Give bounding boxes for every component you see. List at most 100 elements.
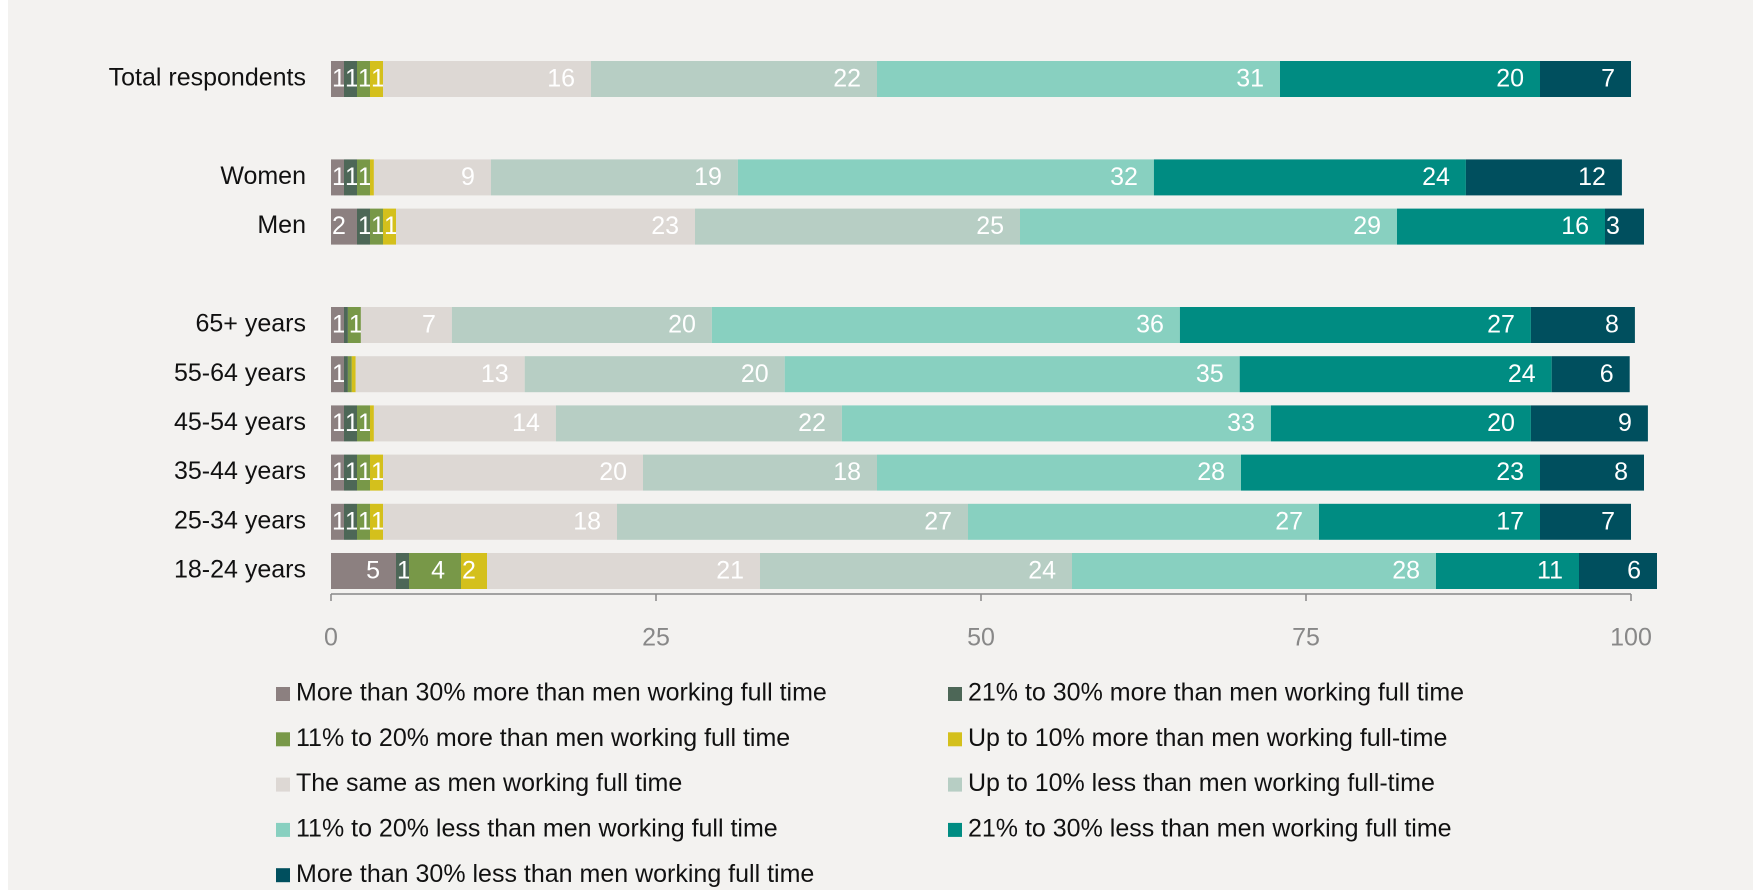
bar-segment bbox=[695, 208, 1020, 245]
data-label: 20 bbox=[668, 311, 696, 339]
legend-swatch bbox=[948, 687, 962, 701]
bar-segment bbox=[555, 405, 842, 442]
y-tick-label: 35-44 years bbox=[174, 457, 306, 485]
legend-swatch bbox=[948, 822, 962, 837]
bar-segment bbox=[1540, 503, 1631, 540]
bar-segment bbox=[344, 405, 357, 442]
bar-segment bbox=[1397, 208, 1605, 245]
data-label: 19 bbox=[694, 163, 722, 191]
data-label: 8 bbox=[1605, 311, 1619, 339]
data-label: 23 bbox=[1496, 458, 1524, 486]
data-label: 27 bbox=[1487, 311, 1515, 339]
data-label: 9 bbox=[461, 163, 475, 191]
data-label: 18 bbox=[833, 458, 861, 486]
data-label: 33 bbox=[1227, 409, 1255, 437]
data-label: 24 bbox=[1422, 163, 1450, 191]
bar-segment bbox=[461, 553, 487, 589]
legend-label: 11% to 20% less than men working full ti… bbox=[296, 815, 778, 843]
y-tick-label: Total respondents bbox=[109, 64, 306, 92]
bar-segment bbox=[396, 208, 695, 245]
legend-swatch bbox=[276, 868, 290, 883]
data-label: 22 bbox=[833, 65, 861, 93]
data-label: 14 bbox=[512, 409, 540, 437]
bar-segment bbox=[737, 159, 1154, 196]
bar-segment bbox=[711, 307, 1180, 343]
y-tick-label: 25-34 years bbox=[174, 506, 306, 534]
bar-segment bbox=[373, 405, 556, 442]
bar-segment bbox=[370, 61, 383, 97]
data-label: 20 bbox=[1496, 65, 1524, 93]
data-label: 35 bbox=[1196, 360, 1224, 388]
bar-segment bbox=[331, 553, 396, 589]
bar-segment bbox=[1530, 307, 1635, 343]
bar-segment bbox=[487, 553, 760, 589]
data-label: 9 bbox=[1618, 409, 1632, 437]
bar-segment bbox=[1072, 553, 1436, 589]
bar-segment bbox=[968, 503, 1319, 540]
bar-segment bbox=[347, 307, 361, 343]
bar-segment bbox=[490, 159, 738, 196]
data-label: 24 bbox=[1028, 557, 1056, 585]
data-label: 8 bbox=[1614, 458, 1628, 486]
legend-label: More than 30% less than men working full… bbox=[296, 860, 814, 888]
bar-segment bbox=[409, 553, 461, 589]
data-label: 13 bbox=[481, 360, 509, 388]
bar-segment bbox=[344, 356, 348, 393]
bar-segment bbox=[1579, 553, 1657, 589]
bar-segment bbox=[451, 307, 712, 343]
y-tick-label: Women bbox=[220, 162, 306, 190]
background bbox=[8, 0, 1753, 890]
bar-segment bbox=[617, 503, 968, 540]
bar-segment bbox=[357, 503, 370, 540]
x-tick-label: 25 bbox=[642, 624, 670, 652]
data-label: 4 bbox=[431, 557, 445, 585]
legend-label: 21% to 30% more than men working full ti… bbox=[968, 679, 1464, 707]
bar-segment bbox=[357, 61, 370, 97]
bar-segment bbox=[331, 503, 344, 540]
bar-segment bbox=[357, 208, 370, 245]
data-label: 20 bbox=[741, 360, 769, 388]
bar-segment bbox=[1270, 405, 1531, 442]
bar-segment bbox=[331, 307, 344, 343]
data-label: 24 bbox=[1508, 360, 1536, 388]
bar-segment bbox=[351, 356, 356, 393]
bar-segment bbox=[331, 61, 344, 97]
data-label: 27 bbox=[924, 507, 952, 535]
bar-segment bbox=[524, 356, 785, 393]
bar-segment bbox=[877, 454, 1241, 491]
data-label: 21 bbox=[716, 557, 744, 585]
legend-swatch bbox=[276, 777, 290, 792]
bar-segment bbox=[784, 356, 1240, 393]
bar-segment bbox=[344, 503, 357, 540]
data-label: 6 bbox=[1600, 360, 1614, 388]
bar-segment bbox=[331, 159, 344, 196]
bar-segment bbox=[396, 553, 409, 589]
x-tick-label: 50 bbox=[967, 624, 995, 652]
data-label: 27 bbox=[1275, 507, 1303, 535]
bar-segment bbox=[1239, 356, 1552, 393]
legend-swatch bbox=[276, 687, 290, 701]
data-label: 29 bbox=[1353, 212, 1381, 240]
bar-segment bbox=[1319, 503, 1540, 540]
x-tick-label: 0 bbox=[324, 624, 338, 652]
bar-segment bbox=[1605, 208, 1644, 245]
bar-segment bbox=[760, 553, 1072, 589]
data-label: 17 bbox=[1496, 507, 1524, 535]
bar-segment bbox=[344, 307, 348, 343]
bar-segment bbox=[643, 454, 877, 491]
data-label: 7 bbox=[422, 311, 436, 339]
bar-segment bbox=[383, 208, 396, 245]
data-label: 20 bbox=[1487, 409, 1515, 437]
data-label: 22 bbox=[798, 409, 826, 437]
data-label: 7 bbox=[1601, 65, 1615, 93]
bar-segment bbox=[383, 61, 591, 97]
data-label: 16 bbox=[1561, 212, 1589, 240]
bar-segment bbox=[383, 454, 643, 491]
bar-segment bbox=[1179, 307, 1531, 343]
legend-label: More than 30% more than men working full… bbox=[296, 679, 827, 707]
bar-segment bbox=[344, 159, 357, 196]
data-label: 11 bbox=[1537, 557, 1563, 585]
bar-segment bbox=[357, 159, 370, 196]
